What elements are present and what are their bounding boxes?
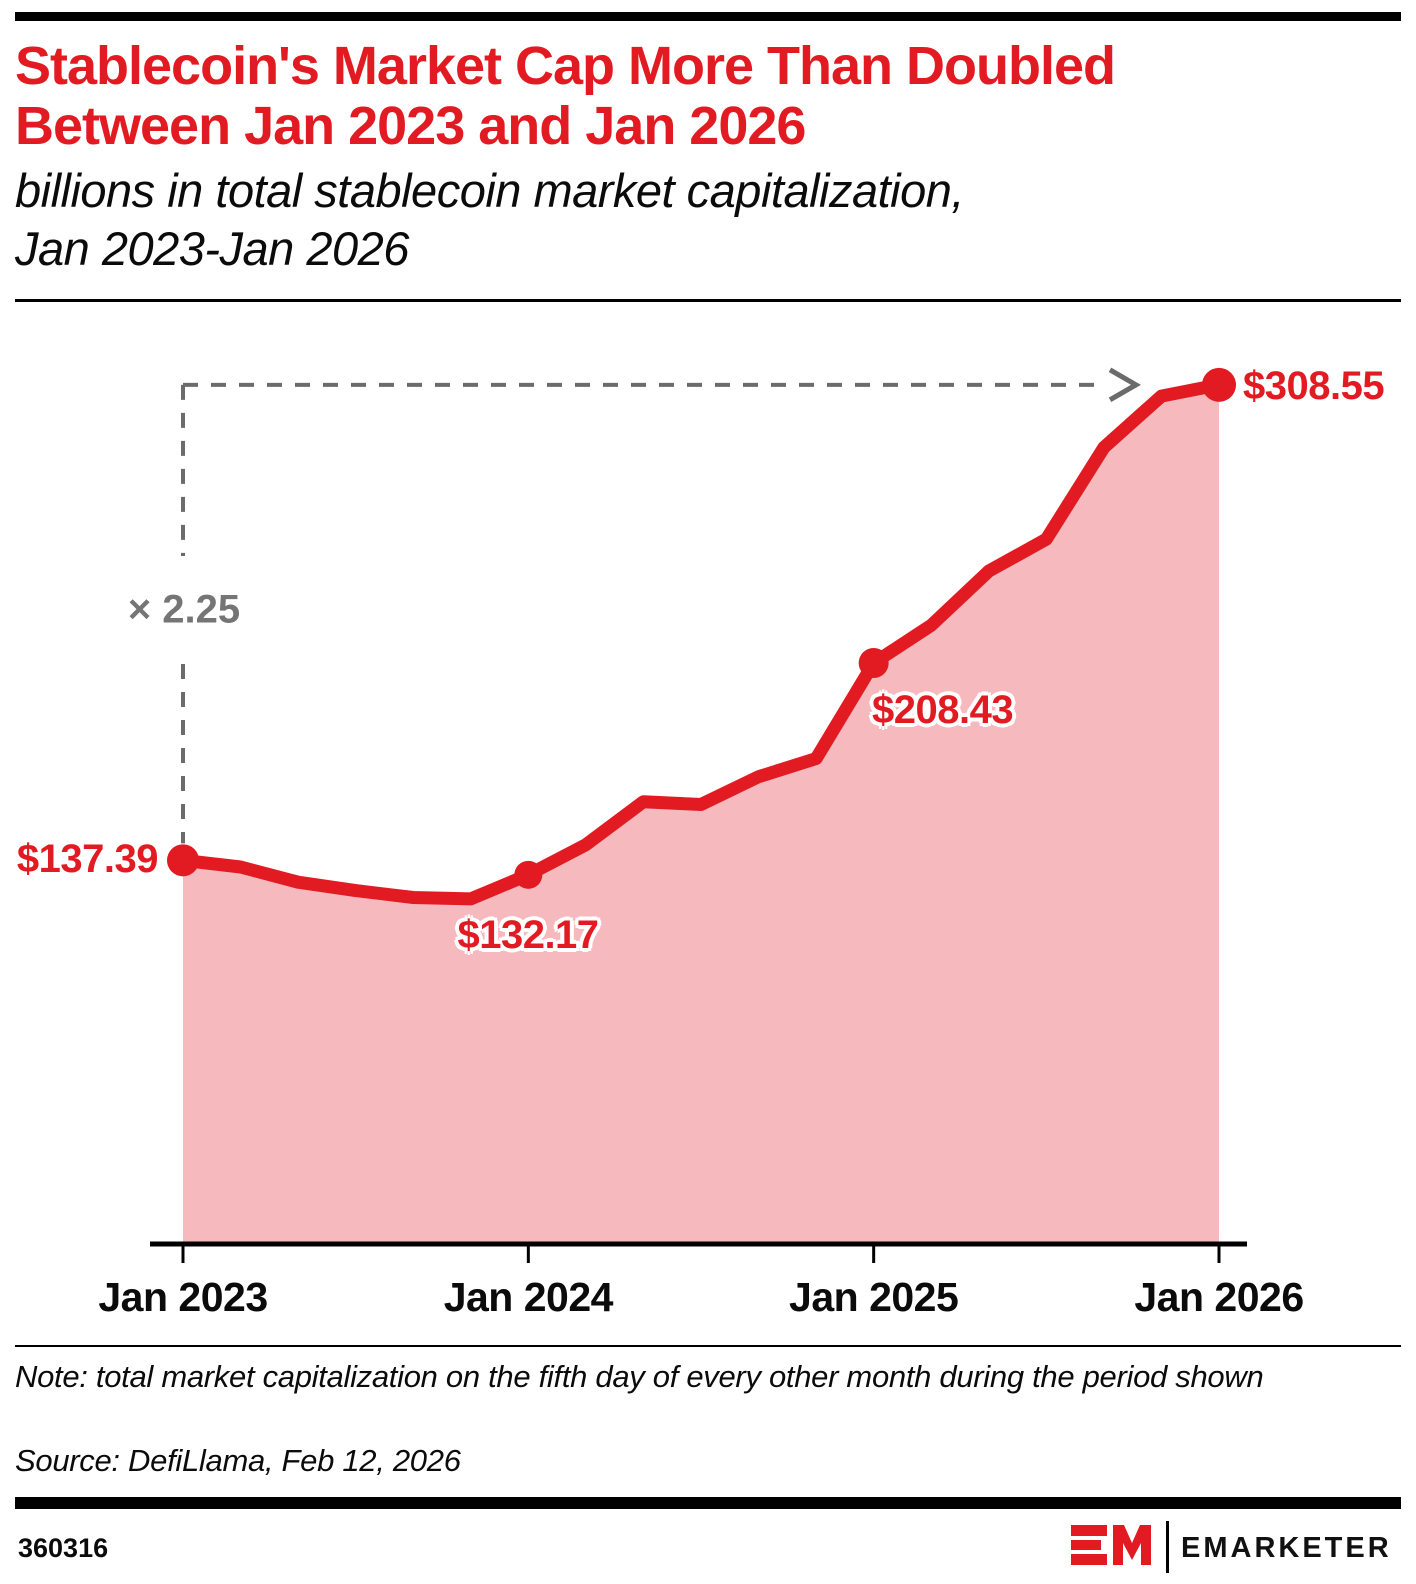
x-tick-label-jan-2023: Jan 2023 [98,1274,268,1320]
growth-arrow-head-icon [1108,367,1142,403]
emarketer-logo-svg: EMARKETER [1071,1521,1392,1573]
data-label-jan-2025: $208.43 [872,688,1014,732]
data-label-jan-2026: $308.55 [1243,364,1385,408]
x-tick-label-jan-2026: Jan 2026 [1134,1274,1304,1320]
data-point-marker [167,844,199,877]
chart-title: Stablecoin's Market Cap More Than Double… [15,36,1401,156]
data-point-marker [858,647,889,678]
x-tick-label-jan-2025: Jan 2025 [789,1274,959,1320]
data-point-marker [1202,367,1236,402]
chart-note: Note: total market capitalization on the… [15,1359,1264,1394]
growth-multiplier-annotation: × 2.25 [127,587,241,632]
chart-title-line2: Between Jan 2023 and Jan 2026 [15,96,806,156]
em-icon [1071,1525,1151,1565]
emarketer-wordmark: EMARKETER [1181,1532,1392,1564]
chart-subtitle-line1: billions in total stablecoin market capi… [15,164,964,217]
data-label-jan-2023: $137.39 [16,837,159,881]
emarketer-logo: EMARKETER [1071,1519,1401,1575]
data-point-marker [514,860,543,889]
bottom-black-bar [15,1497,1401,1509]
trend-line [176,378,1226,906]
logo-divider [1166,1521,1169,1573]
data-label-jan-2024: $132.17 [457,913,599,957]
chart-subtitle: billions in total stablecoin market capi… [15,162,1401,278]
note-divider [15,1345,1401,1347]
chart-title-line1: Stablecoin's Market Cap More Than Double… [15,36,1116,96]
chart-source: Source: DefiLlama, Feb 12, 2026 [15,1443,461,1478]
top-black-bar [15,12,1401,21]
header-divider [15,299,1401,302]
chart-id-number: 360316 [18,1533,109,1563]
chart-subtitle-line2: Jan 2023-Jan 2026 [15,222,409,275]
x-tick-label-jan-2024: Jan 2024 [443,1274,614,1320]
